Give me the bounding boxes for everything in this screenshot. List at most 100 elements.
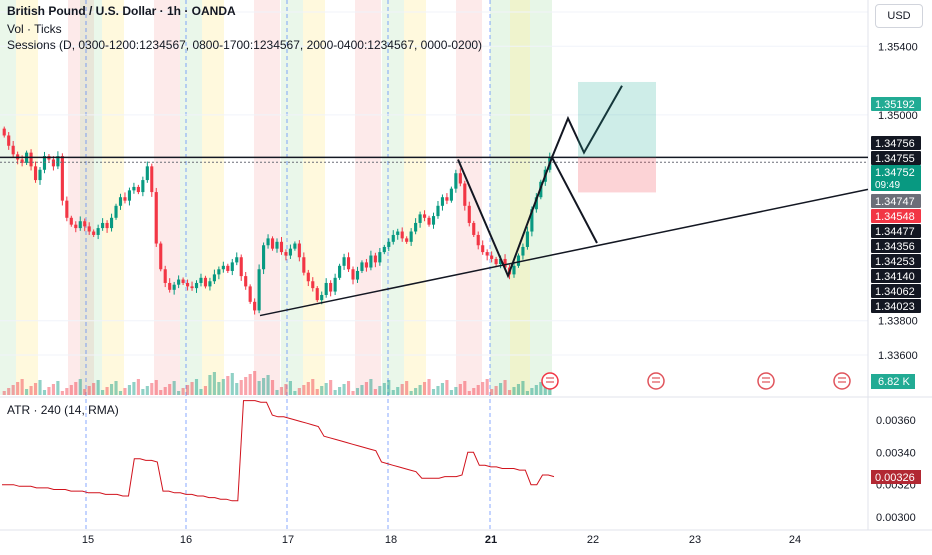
candle-body	[118, 197, 123, 206]
volume-bar	[306, 382, 310, 395]
candle-body	[454, 173, 458, 189]
candle-body	[387, 241, 391, 247]
candle-body	[74, 224, 78, 229]
volume-bar	[499, 383, 503, 395]
candle-body	[378, 252, 382, 263]
candle-body	[199, 277, 203, 283]
candle-body	[203, 277, 208, 287]
candle-body	[253, 301, 257, 311]
volume-indicator-label: Vol · Ticks	[7, 22, 62, 36]
candle-body	[29, 152, 33, 167]
volume-bar	[431, 389, 436, 395]
candle-body	[333, 277, 337, 292]
candle-body	[266, 238, 270, 246]
candle-body	[458, 173, 462, 184]
volume-bar	[29, 386, 33, 395]
candle-body	[463, 183, 467, 206]
candle-body	[400, 231, 404, 239]
candle-body	[221, 265, 225, 270]
atr-line	[2, 400, 555, 502]
price-label-box	[871, 209, 921, 223]
volume-bar	[329, 380, 333, 395]
candle-body	[226, 265, 230, 271]
candle-body	[503, 258, 507, 268]
candle-body	[288, 248, 292, 256]
trend-line	[259, 188, 869, 317]
volume-bar	[221, 379, 225, 395]
volume-bar	[51, 384, 55, 395]
volume-bar	[203, 386, 208, 395]
volume-bar	[226, 376, 230, 395]
candle-body	[485, 252, 489, 256]
currency-button[interactable]: USD	[875, 4, 923, 28]
candle-body	[440, 197, 445, 206]
volume-bar	[525, 391, 529, 395]
volume-bar	[414, 388, 418, 395]
candle-body	[315, 288, 319, 301]
economic-event-icon	[757, 372, 775, 390]
session-band	[68, 0, 94, 395]
session-band	[80, 0, 102, 395]
price-label-text: 1.34548	[875, 211, 915, 223]
session-band	[154, 0, 180, 395]
volume-bar	[69, 385, 73, 395]
volume-bar	[360, 385, 364, 395]
price-label-box	[871, 194, 921, 208]
volume-bar	[60, 391, 64, 395]
candle-body	[275, 241, 279, 249]
volume-bar	[235, 383, 239, 395]
candle-body	[208, 281, 212, 287]
atr-tick-label: 0.00300	[876, 512, 916, 524]
session-band	[355, 0, 381, 395]
volume-bar	[159, 390, 163, 395]
candle-body	[38, 169, 42, 181]
volume-bar	[168, 384, 172, 395]
candle-body	[512, 265, 516, 275]
session-band	[303, 0, 325, 395]
candle-body	[516, 255, 521, 266]
candle-body	[257, 269, 261, 311]
candle-body	[60, 156, 64, 201]
price-label-box	[871, 299, 921, 313]
candle-body	[56, 156, 60, 167]
volume-bar	[87, 386, 91, 395]
volume-bar	[253, 371, 257, 395]
candle-body	[467, 205, 471, 223]
candle-body	[476, 234, 480, 246]
price-label-text: 1.34756	[875, 138, 915, 150]
candle-body	[105, 222, 109, 229]
volume-bar	[145, 386, 149, 395]
volume-bar	[467, 391, 471, 395]
candle-body	[172, 284, 176, 290]
volume-bar	[16, 382, 20, 395]
volume-bar	[409, 391, 413, 395]
session-band	[382, 0, 404, 395]
price-label-text: 1.34752	[875, 167, 915, 179]
candle-body	[127, 190, 132, 201]
volume-bar	[199, 389, 203, 395]
volume-bar	[516, 384, 521, 395]
volume-bar	[378, 386, 382, 395]
candle-body	[391, 234, 395, 242]
volume-bar	[346, 381, 351, 395]
volume-bar	[387, 380, 391, 395]
session-band	[490, 0, 552, 395]
session-band	[404, 0, 426, 395]
volume-bar	[315, 389, 319, 395]
time-tick-label: 16	[180, 534, 192, 546]
projection-path	[551, 85, 623, 158]
time-tick-label: 18	[385, 534, 397, 546]
candle-body	[244, 276, 248, 287]
candle-body	[311, 281, 315, 289]
price-tick-label: 1.35000	[878, 110, 918, 122]
price-label-box	[871, 165, 921, 191]
atr-current-box	[871, 470, 921, 484]
volume-bar	[364, 382, 368, 395]
volume-bar	[239, 380, 243, 395]
volume-bar	[507, 390, 512, 395]
volume-bar	[65, 388, 69, 395]
candle-body	[405, 238, 409, 242]
candle-body	[20, 159, 24, 163]
session-band	[0, 0, 16, 395]
